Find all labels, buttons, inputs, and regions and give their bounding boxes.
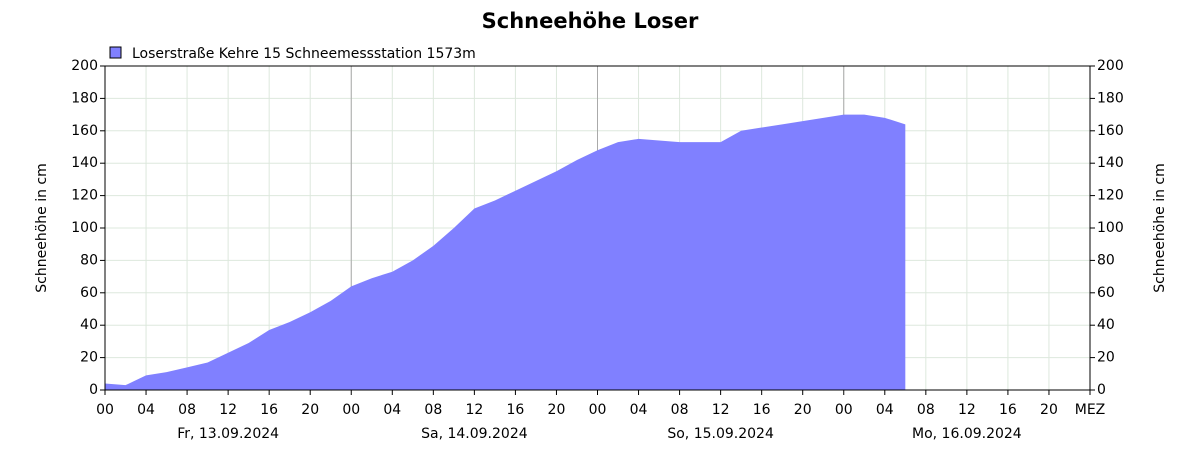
y-tick-label: 0 [89, 382, 98, 398]
y-tick-label: 180 [71, 90, 98, 106]
x-tick-label: 04 [630, 402, 648, 418]
y-tick-label: 60 [80, 285, 98, 301]
x-tick-label: 16 [260, 402, 278, 418]
x-tick-label: 00 [835, 402, 853, 418]
x-tick-label: 08 [178, 402, 196, 418]
x-tick-label: 20 [301, 402, 319, 418]
x-tick-label: 08 [671, 402, 689, 418]
x-tick-label: 04 [876, 402, 894, 418]
x-tick-label: 04 [137, 402, 155, 418]
y2-tick-label: 100 [1097, 220, 1124, 236]
x-tick-label: 16 [999, 402, 1017, 418]
x-tick-label: 20 [1040, 402, 1058, 418]
x-tick-label: 12 [219, 402, 237, 418]
y2-tick-label: 200 [1097, 58, 1124, 74]
y2-tick-label: 40 [1097, 317, 1115, 333]
y-tick-label: 100 [71, 220, 98, 236]
x-tick-label: 08 [424, 402, 442, 418]
y-tick-label: 160 [71, 123, 98, 139]
day-label: Fr, 13.09.2024 [177, 426, 279, 442]
x-tick-label: 12 [712, 402, 730, 418]
y2-axis-label: Schneehöhe in cm [1152, 163, 1168, 292]
x-tick-label: 00 [96, 402, 114, 418]
y2-tick-label: 80 [1097, 252, 1115, 268]
x-tick-label: 16 [753, 402, 771, 418]
x-tick-label: 20 [794, 402, 812, 418]
area [105, 114, 906, 390]
x-tick-label: MEZ [1075, 402, 1106, 418]
x-tick-label: 12 [958, 402, 976, 418]
x-tick-label: 12 [465, 402, 483, 418]
x-tick-label: 00 [589, 402, 607, 418]
y-tick-label: 120 [71, 188, 98, 204]
y2-tick-label: 60 [1097, 285, 1115, 301]
x-tick-label: 20 [548, 402, 566, 418]
y-tick-label: 40 [80, 317, 98, 333]
chart-title: Schneehöhe Loser [482, 9, 699, 33]
y-axis-label: Schneehöhe in cm [34, 163, 50, 292]
plot-frame [104, 65, 1091, 391]
y2-tick-label: 180 [1097, 90, 1124, 106]
x-tick-label: 04 [383, 402, 401, 418]
y-tick-label: 200 [71, 58, 98, 74]
y2-tick-label: 120 [1097, 188, 1124, 204]
y-tick-label: 140 [71, 155, 98, 171]
y2-tick-label: 0 [1097, 382, 1106, 398]
x-tick-label: 16 [507, 402, 525, 418]
x-tick-label: 08 [917, 402, 935, 418]
day-label: So, 15.09.2024 [667, 426, 774, 442]
y-tick-label: 80 [80, 252, 98, 268]
y-tick-label: 20 [80, 350, 98, 366]
legend-swatch [109, 46, 122, 59]
x-tick-label: 00 [342, 402, 360, 418]
day-label: Mo, 16.09.2024 [912, 426, 1022, 442]
y2-tick-label: 20 [1097, 350, 1115, 366]
y2-tick-label: 160 [1097, 123, 1124, 139]
day-label: Sa, 14.09.2024 [421, 426, 528, 442]
y2-tick-label: 140 [1097, 155, 1124, 171]
legend-label: Loserstraße Kehre 15 Schneemessstation 1… [132, 46, 476, 62]
